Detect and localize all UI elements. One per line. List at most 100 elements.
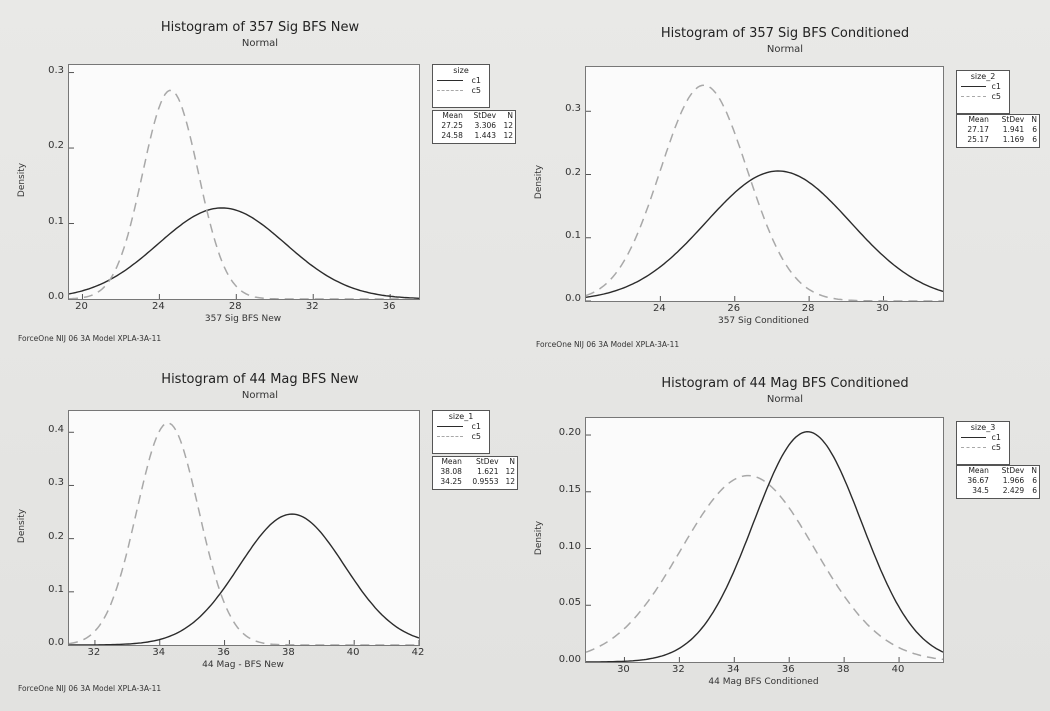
density-curve-c5 <box>586 84 943 301</box>
chart-title: Histogram of 357 Sig BFS Conditioned <box>660 26 910 41</box>
y-tick-label: 0.3 <box>565 103 581 115</box>
x-tick-label: 36 <box>217 647 230 658</box>
y-axis-label: Density <box>534 520 544 556</box>
stats-header-cell: StDev <box>476 457 499 466</box>
stats-cell: 25.17 <box>967 135 989 144</box>
chart-footer-note: ForceOne NIJ 06 3A Model XPLA-3A-11 <box>536 340 680 349</box>
chart-title: Histogram of 44 Mag BFS New <box>161 372 359 387</box>
legend-label: c1 <box>471 421 482 431</box>
x-tick-label: 40 <box>346 647 360 658</box>
density-curve-c5 <box>69 422 419 645</box>
density-plot-svg <box>586 84 943 301</box>
stats-header-row: Mean StDev N <box>433 111 515 121</box>
y-tick-label: 0.0 <box>48 637 64 648</box>
density-curve-c5 <box>586 474 943 661</box>
legend-label: c5 <box>471 431 482 441</box>
stats-header-cell: N <box>509 457 515 466</box>
stats-cell: 12 <box>505 467 515 476</box>
stats-table: Mean StDev N 27.17 1.941 6 25.17 1.169 6 <box>956 114 1040 148</box>
stats-header-cell: Mean <box>441 457 462 466</box>
legend-entry: c1 <box>957 81 1009 91</box>
x-tick-label: 20 <box>75 301 88 312</box>
y-tick-label: 0.00 <box>558 654 581 665</box>
x-axis-label: 357 Sig BFS New <box>204 314 282 324</box>
stats-header-cell: Mean <box>968 466 989 475</box>
stats-header-cell: Mean <box>968 115 989 124</box>
x-tick-label: 28 <box>801 303 815 314</box>
chart-subtitle: Normal <box>766 394 804 405</box>
legend-swatch-c5 <box>437 89 463 91</box>
legend-swatch-c1 <box>961 85 986 87</box>
x-axis-label: 357 Sig Conditioned <box>717 316 810 326</box>
density-plot-svg <box>69 72 419 299</box>
legend-entry: c5 <box>957 91 1009 101</box>
legend-swatch-c1 <box>961 436 986 438</box>
stats-row: 25.17 1.169 6 <box>957 135 1039 145</box>
stats-cell: 1.169 <box>1002 135 1025 144</box>
x-tick-label: 32 <box>671 664 685 675</box>
stats-cell: 12 <box>503 121 513 130</box>
y-tick-label: 0.2 <box>48 530 64 542</box>
y-axis-label: Density <box>17 162 27 198</box>
legend-box: size c1 c5 <box>432 64 490 108</box>
stats-row: 36.67 1.966 6 <box>957 476 1039 486</box>
x-tick-label: 34 <box>726 664 740 675</box>
legend-entry: c1 <box>433 75 489 85</box>
stats-cell: 27.25 <box>441 121 463 130</box>
stats-header-cell: N <box>1031 115 1037 124</box>
y-tick-label: 0.4 <box>48 424 64 436</box>
stats-grid: Mean StDev N 27.17 1.941 6 25.17 1.169 6 <box>957 115 1039 145</box>
legend-title: size_1 <box>448 412 474 421</box>
legend-entry: c5 <box>433 431 489 441</box>
stats-row: 24.58 1.443 12 <box>433 131 515 141</box>
density-curve-c5 <box>69 89 419 299</box>
chart-footer-note: ForceOne NIJ 06 3A Model XPLA-3A-11 <box>18 684 162 693</box>
chart-subtitle: Normal <box>241 390 279 401</box>
plot-area <box>68 410 420 646</box>
stats-cell: 24.58 <box>441 131 463 140</box>
stats-cell: 0.9553 <box>472 477 499 486</box>
stats-header-row: Mean StDev N <box>957 466 1039 476</box>
legend-title: size_2 <box>970 72 996 81</box>
density-curve-c1 <box>586 170 943 298</box>
y-tick-label: 0.1 <box>48 583 64 595</box>
y-tick-label: 0.3 <box>48 64 64 76</box>
stats-cell: 1.941 <box>1002 125 1025 134</box>
legend-label: c1 <box>991 81 1002 91</box>
x-tick-label: 40 <box>891 664 905 675</box>
legend-entry: c5 <box>957 442 1009 452</box>
stats-header-row: Mean StDev N <box>433 457 517 467</box>
stats-cell: 34.25 <box>440 477 462 486</box>
y-tick-label: 0.1 <box>48 215 64 227</box>
legend-label: c5 <box>991 442 1002 452</box>
stats-header-cell: Mean <box>442 111 463 120</box>
y-axis-label: Density <box>534 164 544 200</box>
legend-label: c5 <box>991 91 1002 101</box>
x-tick-label: 24 <box>653 303 666 314</box>
chart-title: Histogram of 44 Mag BFS Conditioned <box>661 376 909 391</box>
y-tick-label: 0.2 <box>565 166 581 178</box>
stats-row: 27.25 3.306 12 <box>433 121 515 131</box>
stats-cell: 6 <box>1032 125 1037 134</box>
x-tick-label: 26 <box>727 303 741 314</box>
x-tick-label: 24 <box>152 301 165 312</box>
x-tick-label: 32 <box>305 301 319 312</box>
plot-area <box>68 64 420 300</box>
stats-header-cell: StDev <box>1001 466 1025 475</box>
stats-cell: 6 <box>1032 135 1037 144</box>
y-tick-label: 0.0 <box>48 291 64 302</box>
stats-cell: 38.08 <box>440 467 462 476</box>
stats-table: Mean StDev N 27.25 3.306 12 24.58 1.443 12 <box>432 110 516 144</box>
legend-swatch-c1 <box>437 79 463 81</box>
x-tick-label: 30 <box>617 664 630 675</box>
density-plot-svg <box>586 430 943 662</box>
y-tick-label: 0.2 <box>48 140 64 152</box>
legend-box: size_3 c1 c5 <box>956 421 1010 465</box>
stats-cell: 2.429 <box>1002 486 1025 495</box>
density-curve-c1 <box>69 513 419 645</box>
stats-cell: 1.621 <box>477 467 499 476</box>
stats-cell: 12 <box>505 477 515 486</box>
stats-table: Mean StDev N 36.67 1.966 6 34.5 2.429 6 <box>956 465 1040 499</box>
legend-swatch-c5 <box>437 435 463 437</box>
stats-header-row: Mean StDev N <box>957 115 1039 125</box>
